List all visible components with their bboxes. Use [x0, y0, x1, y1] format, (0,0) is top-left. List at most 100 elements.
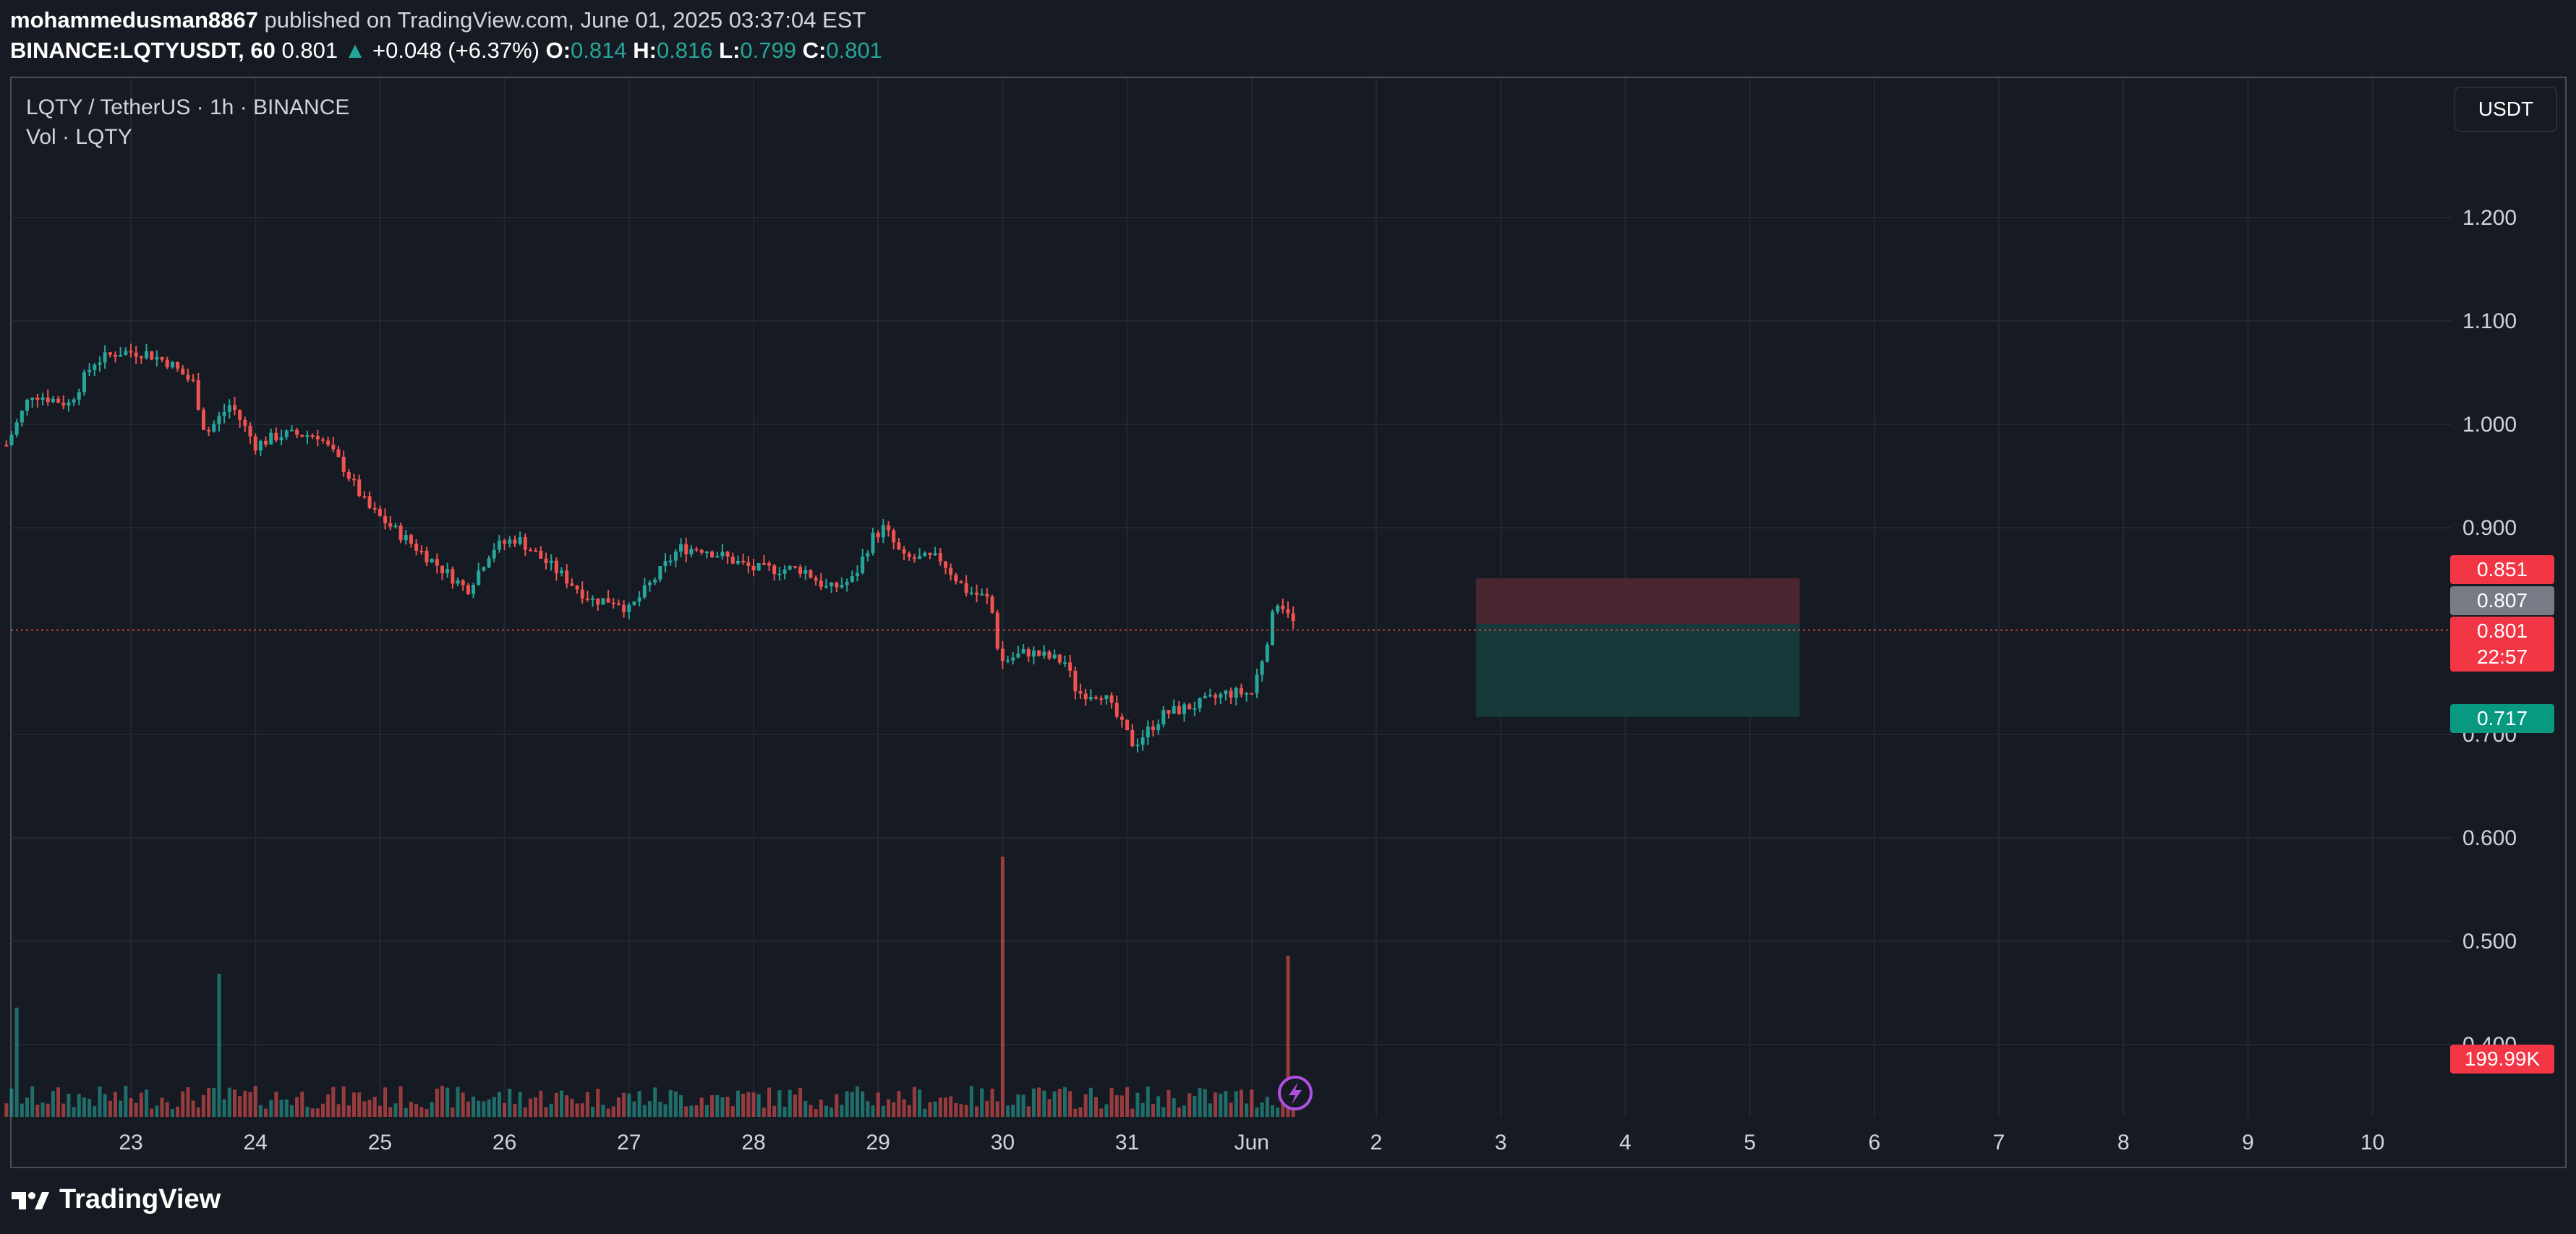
candle-body	[549, 560, 553, 563]
candle-body	[425, 550, 429, 562]
volume-bar	[653, 1087, 657, 1117]
stop-price-label: 0.851	[2450, 555, 2554, 584]
volume-bar	[295, 1097, 299, 1117]
volume-bar	[902, 1099, 906, 1117]
candle-body	[1047, 651, 1052, 659]
x-tick-label: 2	[1370, 1131, 1383, 1154]
x-tick-label: 31	[1115, 1131, 1139, 1154]
volume-bar	[56, 1087, 61, 1117]
candle-body	[461, 580, 465, 586]
volume-bar	[124, 1086, 128, 1117]
volume-bar	[119, 1100, 123, 1117]
volume-bar	[632, 1101, 636, 1117]
candle-body	[20, 411, 24, 423]
candle-body	[840, 585, 844, 588]
candle-body	[689, 549, 694, 554]
candle-body	[341, 456, 346, 472]
volume-bar	[1224, 1091, 1228, 1117]
volume-bar	[336, 1104, 341, 1117]
volume-bar	[534, 1097, 538, 1117]
candle-body	[1052, 654, 1057, 659]
volume-bar	[1031, 1088, 1036, 1117]
lightning-icon[interactable]	[1278, 1076, 1313, 1110]
volume-bar	[503, 1102, 507, 1117]
volume-bar	[1161, 1107, 1166, 1117]
volume-bar	[596, 1089, 600, 1117]
high-label: H:	[633, 38, 657, 63]
volume-bar	[1146, 1087, 1150, 1117]
volume-bar	[1203, 1089, 1207, 1117]
candle-body	[497, 540, 501, 550]
candle-body	[528, 549, 532, 552]
candle-body	[881, 525, 885, 538]
volume-bar	[871, 1105, 875, 1117]
volume-bar	[606, 1108, 610, 1117]
currency-button[interactable]: USDT	[2455, 87, 2557, 132]
candle-body	[1135, 745, 1140, 747]
x-tick-label: 7	[1993, 1131, 2005, 1154]
volume-bar	[1006, 1105, 1010, 1117]
volume-bar	[943, 1097, 947, 1117]
volume-bar	[756, 1094, 761, 1117]
volume-bar	[735, 1090, 740, 1117]
candle-body	[264, 440, 268, 445]
candle-body	[176, 361, 180, 369]
volume-bar	[315, 1108, 320, 1117]
volume-bar	[1078, 1107, 1083, 1117]
candle-body	[1140, 737, 1145, 745]
candle-body	[746, 562, 751, 566]
volume-bar	[1062, 1087, 1067, 1117]
volume-bar	[243, 1090, 247, 1117]
volume-bar	[331, 1087, 336, 1117]
candle-body	[887, 525, 891, 531]
candle-body	[1031, 650, 1036, 657]
candle-body	[487, 558, 491, 567]
candle-body	[274, 432, 278, 441]
volume-bar	[388, 1107, 393, 1117]
volume-bar	[730, 1106, 735, 1117]
candle-body	[305, 435, 310, 437]
candle-body	[1219, 694, 1223, 698]
candle-body	[1037, 650, 1041, 656]
candle-body	[933, 553, 937, 555]
candle-body	[647, 582, 652, 586]
y-tick-label: 0.900	[2462, 516, 2517, 540]
candle-body	[295, 429, 299, 435]
x-tick-label: 24	[244, 1131, 268, 1154]
volume-bar	[673, 1091, 678, 1117]
volume-bar	[565, 1095, 569, 1117]
volume-bar	[560, 1090, 564, 1117]
candle-body	[959, 581, 963, 583]
candle-body	[809, 570, 813, 578]
candle-body	[25, 400, 30, 411]
candle-body	[492, 549, 496, 559]
volume-bar	[346, 1105, 351, 1117]
volume-bar	[782, 1107, 787, 1117]
volume-legend: Vol · LQTY	[26, 125, 132, 149]
x-tick-label: 28	[741, 1131, 765, 1154]
candle-body	[835, 582, 839, 588]
candle-body	[616, 603, 620, 605]
stop-loss-zone	[1475, 578, 1800, 624]
volume-bar	[1047, 1099, 1052, 1117]
candle-body	[466, 585, 470, 594]
volume-bar	[1125, 1087, 1130, 1117]
candle-body	[518, 537, 522, 544]
candle-body	[124, 351, 128, 355]
author-name[interactable]: mohammedusman8867	[10, 7, 258, 33]
volume-bar	[155, 1105, 159, 1117]
volume-bar	[725, 1096, 730, 1117]
candle-body	[160, 357, 164, 360]
candle-body	[876, 532, 880, 538]
candle-body	[534, 550, 538, 552]
candle-body	[866, 553, 870, 557]
candle-body	[253, 436, 257, 451]
position-zones[interactable]	[1475, 578, 1800, 717]
candle-body	[1255, 674, 1259, 694]
candle-body	[419, 550, 424, 552]
volume-bar	[990, 1088, 994, 1117]
volume-bar	[513, 1103, 517, 1117]
candle-body	[1187, 704, 1192, 710]
footer-logo-text[interactable]: TradingView	[59, 1184, 221, 1214]
